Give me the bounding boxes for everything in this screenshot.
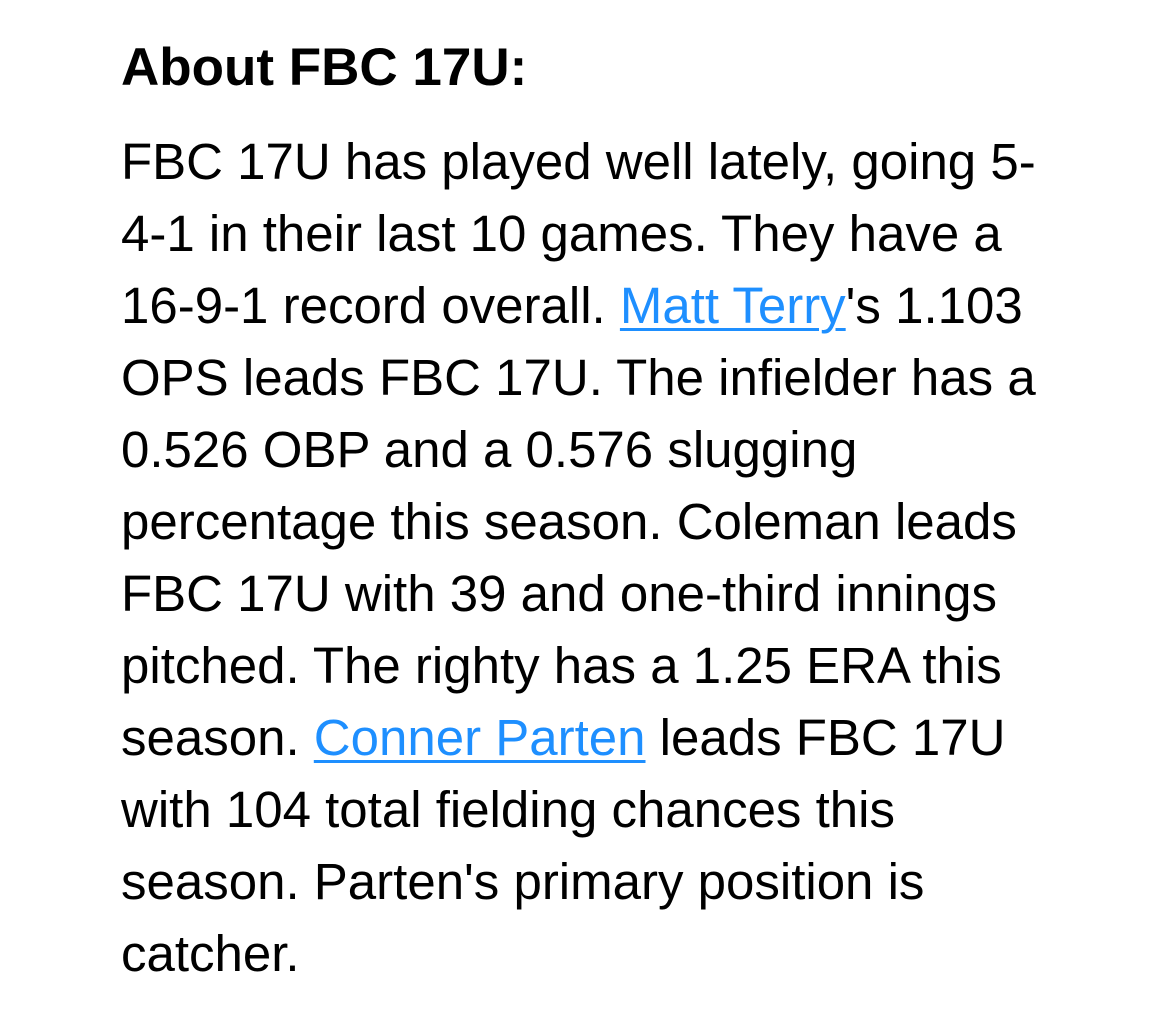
about-text-run: leads FBC 17U with 104 total fielding ch… (121, 709, 1006, 982)
about-section: About FBC 17U: FBC 17U has played well l… (121, 38, 1046, 990)
about-text-run: 's 1.103 OPS leads FBC 17U. The infielde… (121, 277, 1036, 766)
about-heading: About FBC 17U: (121, 38, 528, 97)
player-link-matt-terry[interactable]: Matt Terry (619, 277, 846, 334)
about-paragraph: FBC 17U has played well lately, going 5-… (121, 126, 1046, 990)
player-link-conner-parten[interactable]: Conner Parten (313, 709, 646, 766)
about-text-run: FBC 17U has played well lately, going 5-… (121, 133, 1036, 334)
